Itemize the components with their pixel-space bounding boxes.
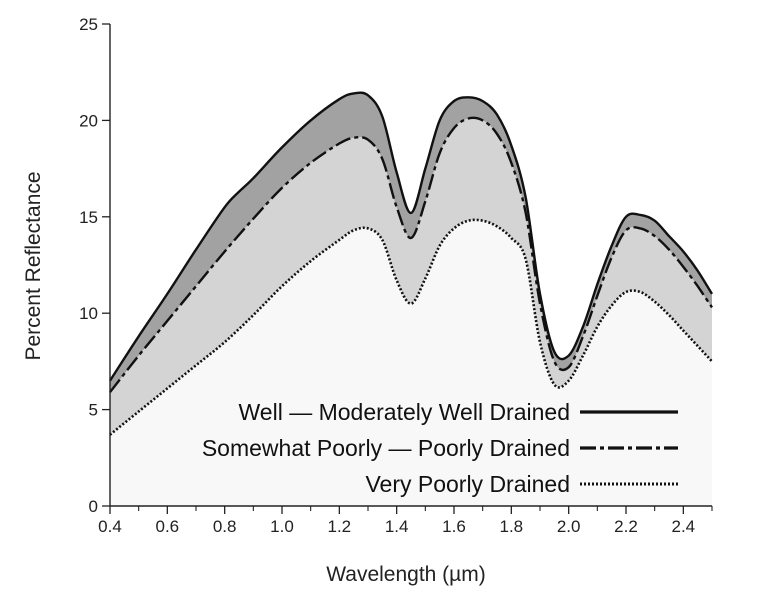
y-tick-label: 20	[79, 111, 98, 130]
y-tick-label: 15	[79, 208, 98, 227]
x-tick-label: 2.0	[557, 517, 581, 536]
x-tick-label: 1.4	[385, 517, 409, 536]
x-tick-label: 1.8	[500, 517, 524, 536]
x-tick-label: 0.6	[156, 517, 180, 536]
x-ticks: 0.4 0.6 0.8 1.0 1.2 1.4 1.6 1.8 2.0 2.2 2.4	[98, 506, 713, 536]
legend-label-poorly-drained: Somewhat Poorly — Poorly Drained	[202, 435, 570, 461]
legend-label-very-poorly-drained: Very Poorly Drained	[365, 471, 570, 497]
series-line-very-poorly-drained	[109, 218, 713, 436]
area-fills	[110, 92, 712, 507]
area-fill-very-poorly-drained	[110, 219, 712, 506]
y-tick-label: 0	[89, 497, 98, 516]
y-tick-label: 5	[89, 401, 98, 420]
x-tick-label: 2.2	[614, 517, 638, 536]
x-axis-title: Wavelength (µm)	[326, 563, 486, 586]
series-lines	[108, 91, 714, 436]
x-tick-label: 1.2	[328, 517, 352, 536]
x-tick-label: 1.6	[442, 517, 466, 536]
x-tick-label: 2.4	[672, 517, 696, 536]
y-tick-label: 10	[79, 304, 98, 323]
x-tick-label: 0.4	[98, 517, 122, 536]
y-axis-title: Percent Reflectance	[22, 171, 45, 360]
series-line-poorly-drained	[109, 116, 713, 393]
legend: Well — Moderately Well Drained Somewhat …	[202, 399, 678, 497]
legend-label-well-drained: Well — Moderately Well Drained	[239, 399, 571, 425]
y-ticks: 0 5 10 15 20 25	[79, 15, 110, 516]
y-tick-label: 25	[79, 15, 98, 34]
series-line-well-drained	[108, 91, 714, 382]
axes: 0.4 0.6 0.8 1.0 1.2 1.4 1.6 1.8 2.0 2.2 2.4 0 5 10 15…	[79, 15, 713, 536]
x-tick-label: 0.8	[213, 517, 237, 536]
x-tick-label: 1.0	[270, 517, 294, 536]
